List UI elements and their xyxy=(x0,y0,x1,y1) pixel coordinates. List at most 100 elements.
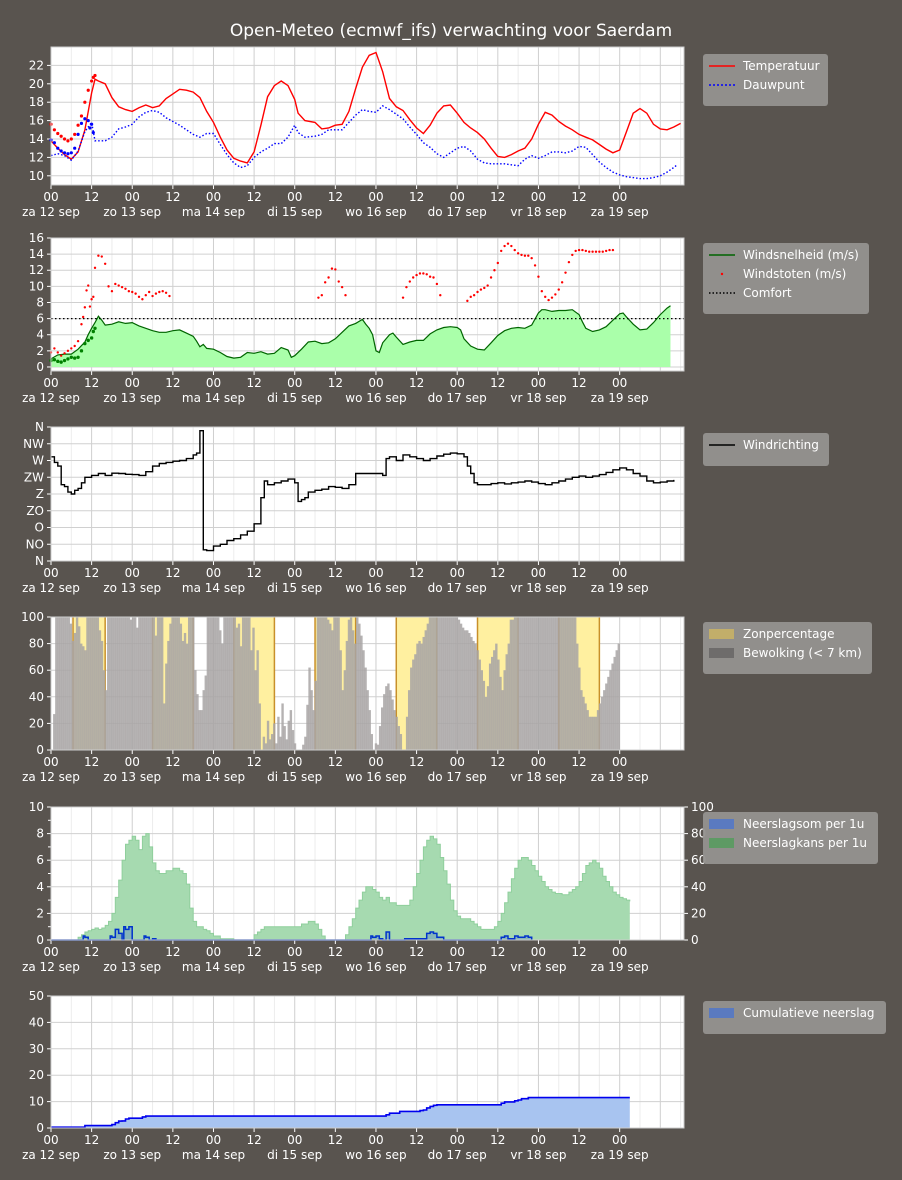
temperature-obs-point xyxy=(62,137,67,141)
wind-obs-point xyxy=(93,326,97,330)
cloud-bar xyxy=(561,617,564,750)
cloud-bar xyxy=(102,670,106,750)
cloud-bar xyxy=(549,617,552,750)
dewpoint-obs-point xyxy=(59,149,63,153)
day-label: di 15 sep xyxy=(267,1148,322,1162)
cloud-bar xyxy=(499,676,502,750)
gust-point xyxy=(594,250,598,253)
y-tick-label: N xyxy=(35,554,44,568)
day-label: za 19 sep xyxy=(591,205,649,219)
cloud-bar xyxy=(582,696,585,750)
cloud-bar xyxy=(399,734,403,750)
gust-point xyxy=(56,351,59,354)
day-label: za 12 sep xyxy=(22,770,80,784)
gust-point xyxy=(63,352,66,355)
wind-obs-point xyxy=(56,359,60,364)
cloud-bar xyxy=(104,690,108,750)
cloud-bar xyxy=(107,617,110,750)
x-tick-label: 12 xyxy=(409,755,424,769)
cloud-bar xyxy=(565,617,569,750)
cloud-bar xyxy=(206,617,210,750)
gust-point xyxy=(540,290,544,293)
wind-obs-point xyxy=(83,341,87,346)
gust-point xyxy=(489,276,493,279)
x-tick-label: 00 xyxy=(206,1133,221,1147)
legend-label: Neerslagkans per 1u xyxy=(743,836,867,850)
cloud-bar xyxy=(507,643,510,750)
cloud-bar xyxy=(121,617,124,750)
cloud-bar xyxy=(455,617,459,750)
gust-point xyxy=(340,285,344,289)
x-tick-label: 12 xyxy=(246,945,261,959)
temperature-plot-area xyxy=(51,47,684,185)
cloud-bar xyxy=(214,617,218,750)
cloud-bar xyxy=(327,619,330,750)
cloud-bar xyxy=(200,710,203,750)
x-tick-label: 00 xyxy=(125,376,140,390)
cloud-bar xyxy=(524,617,527,750)
day-label: zo 13 sep xyxy=(103,581,161,595)
cloud-bar xyxy=(559,617,562,750)
y-tick-label: 16 xyxy=(29,114,44,128)
dewpoint-line xyxy=(50,105,678,180)
cloud-bar xyxy=(96,617,100,750)
cloud-bar xyxy=(538,617,542,750)
gust-point xyxy=(577,248,581,252)
wind-obs-point xyxy=(69,355,74,359)
cloud-bar xyxy=(447,617,450,750)
y-tick-label: 20 xyxy=(29,77,44,91)
cloud-bar xyxy=(526,617,529,750)
x-tick-label: 00 xyxy=(368,566,383,580)
temperature-plot-border xyxy=(50,46,685,186)
cloud-bar xyxy=(588,716,591,750)
gust-point xyxy=(323,281,327,284)
x-tick-label: 12 xyxy=(84,1133,99,1147)
y-tick-label: ZO xyxy=(26,504,44,518)
cloud-bar xyxy=(555,617,558,750)
day-label: za 19 sep xyxy=(591,1148,649,1162)
cloud-bar xyxy=(329,623,332,750)
cloud-bar xyxy=(221,643,224,750)
gust-point xyxy=(574,249,577,253)
cloud-bar xyxy=(609,670,612,750)
cloud-bar xyxy=(235,627,239,750)
gust-point xyxy=(564,271,567,274)
wind-panel: 0 2 4 6 8 10 12 14 16 00 12 00 12 00 12 00 12 00 12 00 12 00 1… xyxy=(22,231,685,405)
cloud-bar xyxy=(478,659,481,750)
cloud-bar xyxy=(430,617,434,750)
y-tick-label: 20 xyxy=(29,716,44,730)
day-label: ma 14 sep xyxy=(182,1148,245,1162)
day-label: vr 18 sep xyxy=(510,581,566,595)
x-tick-label: 00 xyxy=(43,566,58,580)
cloud-bar xyxy=(82,646,85,750)
precipitation-plot-border xyxy=(50,806,685,941)
legend-label: Neerslagsom per 1u xyxy=(743,817,864,831)
cloud-bar xyxy=(470,636,473,750)
cloud-bar xyxy=(576,643,579,750)
cloud-bar xyxy=(592,716,596,750)
cloud-bar xyxy=(173,617,176,750)
cloud-bar xyxy=(580,690,583,750)
cloud-bar xyxy=(163,703,166,750)
y-tick-label: 0 xyxy=(36,933,44,947)
cloud-bar xyxy=(387,683,390,750)
cumulative-legend: Cumulatieve neerslag xyxy=(703,1001,886,1034)
day-label: do 17 sep xyxy=(428,960,487,974)
x-tick-label: 00 xyxy=(368,190,383,204)
gust-point xyxy=(567,260,571,264)
cloud-bar xyxy=(194,670,197,750)
cloud-bar xyxy=(453,617,457,750)
day-label: za 12 sep xyxy=(22,581,80,595)
x-tick-label: 00 xyxy=(43,376,58,390)
cloud-bar xyxy=(73,632,77,750)
gust-point xyxy=(550,296,554,299)
y-tick-label: 12 xyxy=(29,150,44,164)
cloud-bar xyxy=(179,623,183,750)
x-tick-label: 00 xyxy=(612,755,627,769)
x-tick-label: 00 xyxy=(43,945,58,959)
cloud-bar xyxy=(285,739,288,750)
cloud-bar xyxy=(418,640,421,750)
cloud-bar xyxy=(569,617,573,750)
x-tick-label: 12 xyxy=(328,566,343,580)
